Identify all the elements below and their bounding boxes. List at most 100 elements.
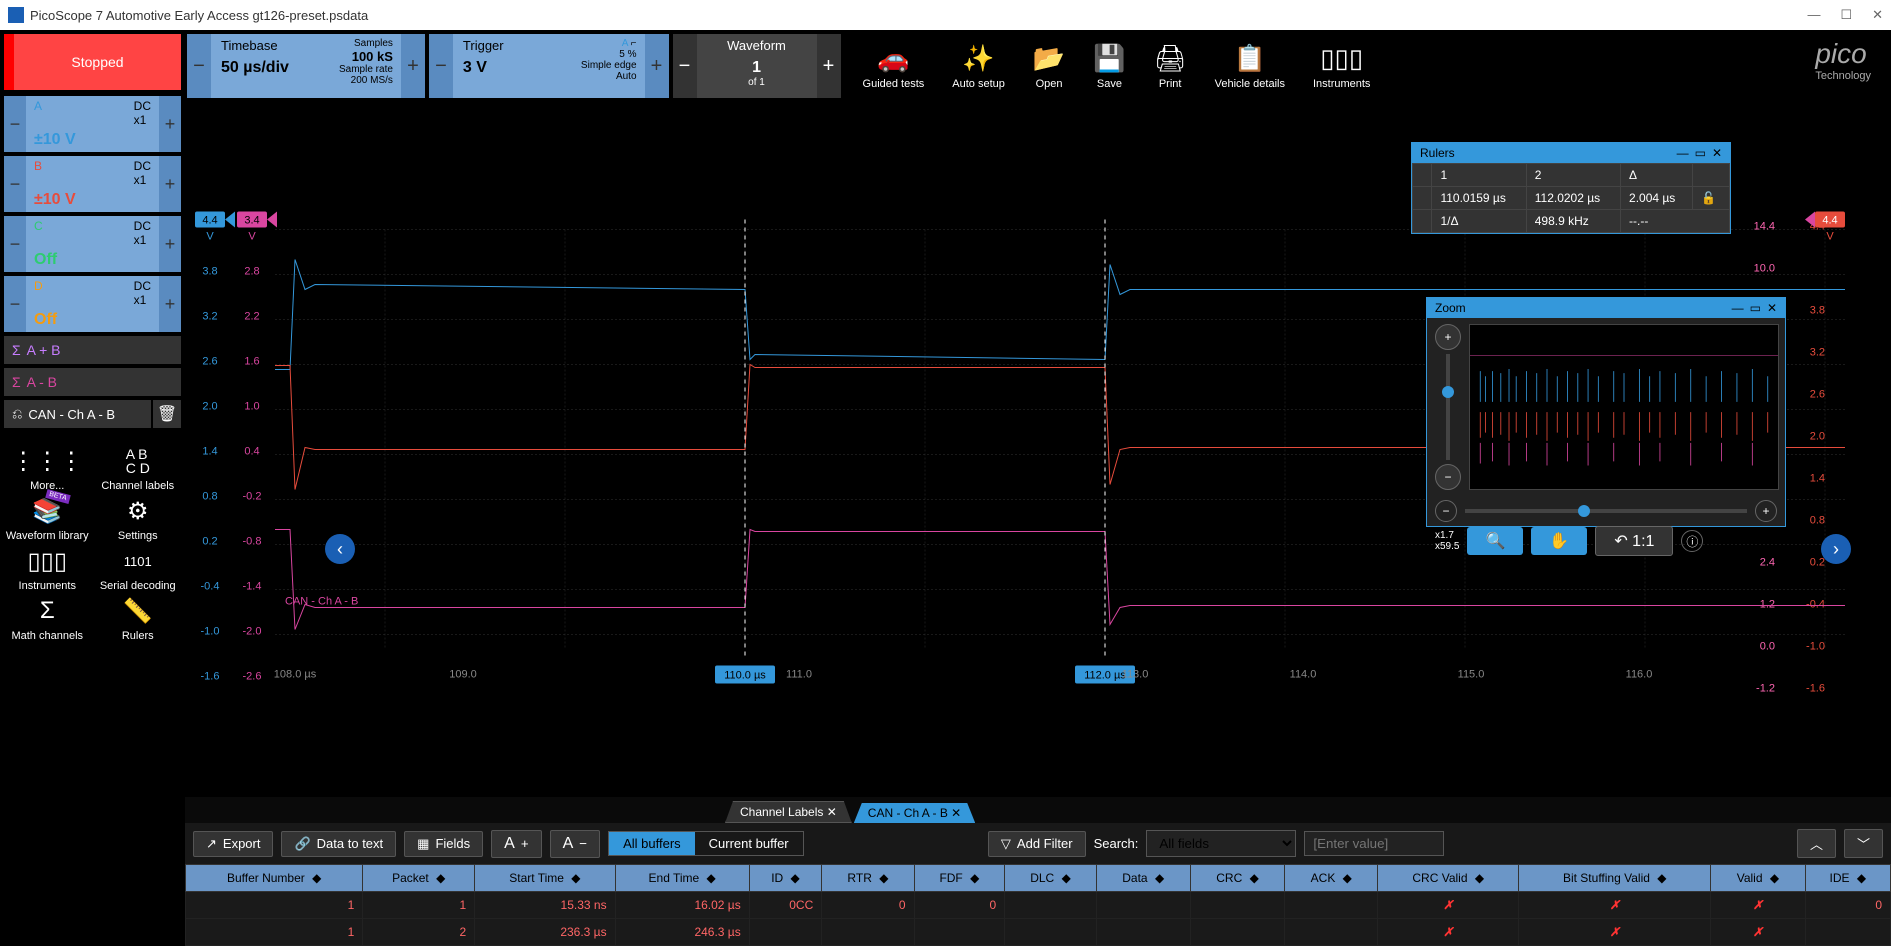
tool-waveform-library[interactable]: 📚Waveform library [4, 496, 91, 542]
column-header[interactable]: DLC ◆ [1005, 865, 1097, 892]
table-row[interactable]: 12236.3 µs246.3 µs✗✗✗ [186, 919, 1891, 946]
waveform-plus[interactable]: + [817, 34, 841, 98]
trigger-minus[interactable]: − [429, 34, 453, 98]
svg-text:-1.6: -1.6 [201, 671, 220, 683]
zoom-slider[interactable] [1465, 509, 1747, 513]
waveform-control[interactable]: − Waveform 1 of 1 + [673, 34, 841, 98]
fields-button[interactable]: ▦Fields [404, 831, 483, 857]
tool-channel-labels[interactable]: A BC DChannel labels [95, 446, 182, 492]
minimize-icon[interactable]: — [1677, 146, 1689, 160]
timebase-minus[interactable]: − [187, 34, 211, 98]
column-header[interactable]: ID ◆ [749, 865, 822, 892]
close-icon[interactable]: ✕ [1872, 7, 1883, 23]
column-header[interactable]: Buffer Number ◆ [186, 865, 363, 892]
tool-serial-decoding[interactable]: 1101Serial decoding [95, 546, 182, 592]
undo-zoom-button[interactable]: ↶ 1:1 [1595, 526, 1673, 556]
auto-setup-button[interactable]: ✨Auto setup [952, 42, 1005, 90]
font-decrease-button[interactable]: A− [550, 830, 600, 858]
tool-instruments[interactable]: ▯▯▯Instruments [4, 546, 91, 592]
zoom-preview[interactable] [1469, 324, 1779, 490]
info-icon[interactable]: ⓘ [1681, 530, 1703, 552]
zoom-in-button[interactable]: + [1435, 324, 1461, 350]
print-button[interactable]: 🖨Print [1154, 42, 1187, 90]
minimize-icon[interactable]: — [1732, 301, 1744, 315]
channel-a[interactable]: − ADCx1 ±10 V + [4, 96, 181, 152]
save-button[interactable]: 💾Save [1093, 42, 1125, 90]
maximize-icon[interactable]: ☐ [1840, 7, 1852, 23]
channel-b[interactable]: − BDCx1 ±10 V + [4, 156, 181, 212]
trash-button[interactable]: 🗑 [153, 400, 181, 428]
maximize-icon[interactable]: ▭ [1695, 146, 1706, 160]
zoom-h-out[interactable]: − [1435, 500, 1457, 522]
export-button[interactable]: ↗Export [193, 831, 273, 857]
channel-d-minus[interactable]: − [4, 276, 26, 332]
font-increase-button[interactable]: A+ [491, 830, 541, 858]
close-icon[interactable]: ✕ [1712, 146, 1722, 160]
status-button[interactable]: Stopped [4, 34, 181, 90]
channel-a-plus[interactable]: + [159, 96, 181, 152]
trigger-control[interactable]: − Trigger 3 V A ⌐ 5 % Simple edge Auto + [429, 34, 669, 98]
zoom-tool-button[interactable]: 🔍 [1467, 527, 1523, 555]
chart[interactable]: 3.83.22.62.01.40.80.2-0.4-1.0-1.6 2.82.2… [185, 102, 1891, 797]
current-buffer-tab[interactable]: Current buffer [695, 832, 803, 855]
decode-channel[interactable]: ⎌ CAN - Ch A - B [4, 400, 151, 428]
tab-channel-labels[interactable]: Channel Labels ✕ [725, 801, 852, 823]
expand-button[interactable]: ﹀ [1844, 829, 1883, 858]
column-header[interactable]: RTR ◆ [822, 865, 914, 892]
math-add[interactable]: Σ A + B [4, 336, 181, 364]
zoom-h-in[interactable]: + [1755, 500, 1777, 522]
tool-rulers[interactable]: 📏Rulers [95, 596, 182, 642]
gear-icon: ⚙ [127, 496, 149, 526]
zoom-panel[interactable]: Zoom —▭✕ + − [1426, 297, 1786, 527]
rulers-panel[interactable]: Rulers —▭✕ 12Δ 110.0159 µs112.0202 µs2.0… [1411, 142, 1731, 234]
vehicle-details-button[interactable]: 📋Vehicle details [1215, 42, 1285, 90]
timebase-control[interactable]: − Timebase 50 µs/div Samples 100 kS Samp… [187, 34, 425, 98]
add-filter-button[interactable]: ▽Add Filter [988, 831, 1086, 857]
tool-settings[interactable]: ⚙Settings [95, 496, 182, 542]
nav-right-button[interactable]: › [1821, 534, 1851, 564]
column-header[interactable]: Start Time ◆ [475, 865, 615, 892]
column-header[interactable]: CRC ◆ [1190, 865, 1285, 892]
math-sub[interactable]: Σ A - B [4, 368, 181, 396]
table-row[interactable]: 1115.33 ns16.02 µs0CC00✗✗✗0 [186, 892, 1891, 919]
nav-left-button[interactable]: ‹ [325, 534, 355, 564]
column-header[interactable]: Data ◆ [1096, 865, 1190, 892]
waveform-minus[interactable]: − [673, 34, 697, 98]
channel-a-minus[interactable]: − [4, 96, 26, 152]
column-header[interactable]: Valid ◆ [1711, 865, 1806, 892]
maximize-icon[interactable]: ▭ [1750, 301, 1761, 315]
column-header[interactable]: Packet ◆ [363, 865, 475, 892]
instruments-button[interactable]: ▯▯▯Instruments [1313, 42, 1370, 90]
search-input[interactable] [1304, 831, 1444, 856]
close-icon[interactable]: ✕ [1767, 301, 1777, 315]
all-buffers-tab[interactable]: All buffers [609, 832, 695, 855]
svg-text:113.0: 113.0 [1122, 669, 1149, 681]
column-header[interactable]: Bit Stuffing Valid ◆ [1519, 865, 1711, 892]
channel-d[interactable]: − DDCx1 Off + [4, 276, 181, 332]
column-header[interactable]: IDE ◆ [1805, 865, 1890, 892]
column-header[interactable]: ACK ◆ [1285, 865, 1378, 892]
collapse-button[interactable]: ︿ [1797, 829, 1836, 858]
channel-c[interactable]: − CDCx1 Off + [4, 216, 181, 272]
column-header[interactable]: FDF ◆ [914, 865, 1005, 892]
data-to-text-button[interactable]: 🔗Data to text [281, 831, 396, 857]
channel-b-minus[interactable]: − [4, 156, 26, 212]
pan-tool-button[interactable]: ✋ [1531, 527, 1587, 555]
column-header[interactable]: End Time ◆ [615, 865, 749, 892]
tool-math-channels[interactable]: ΣMath channels [4, 596, 91, 642]
tool-more[interactable]: ⋮⋮⋮More... [4, 446, 91, 492]
lock-icon[interactable]: 🔓 [1693, 187, 1730, 210]
open-button[interactable]: 📂Open [1033, 42, 1065, 90]
trigger-plus[interactable]: + [645, 34, 669, 98]
guided-tests-button[interactable]: 🚗Guided tests [863, 42, 925, 90]
channel-b-plus[interactable]: + [159, 156, 181, 212]
channel-c-minus[interactable]: − [4, 216, 26, 272]
column-header[interactable]: CRC Valid ◆ [1378, 865, 1519, 892]
zoom-out-button[interactable]: − [1435, 464, 1461, 490]
channel-d-plus[interactable]: + [159, 276, 181, 332]
search-field-select[interactable]: All fields [1146, 830, 1296, 857]
timebase-plus[interactable]: + [401, 34, 425, 98]
minimize-icon[interactable]: — [1807, 7, 1820, 23]
channel-c-plus[interactable]: + [159, 216, 181, 272]
tab-can-decode[interactable]: CAN - Ch A - B ✕ [854, 803, 975, 823]
